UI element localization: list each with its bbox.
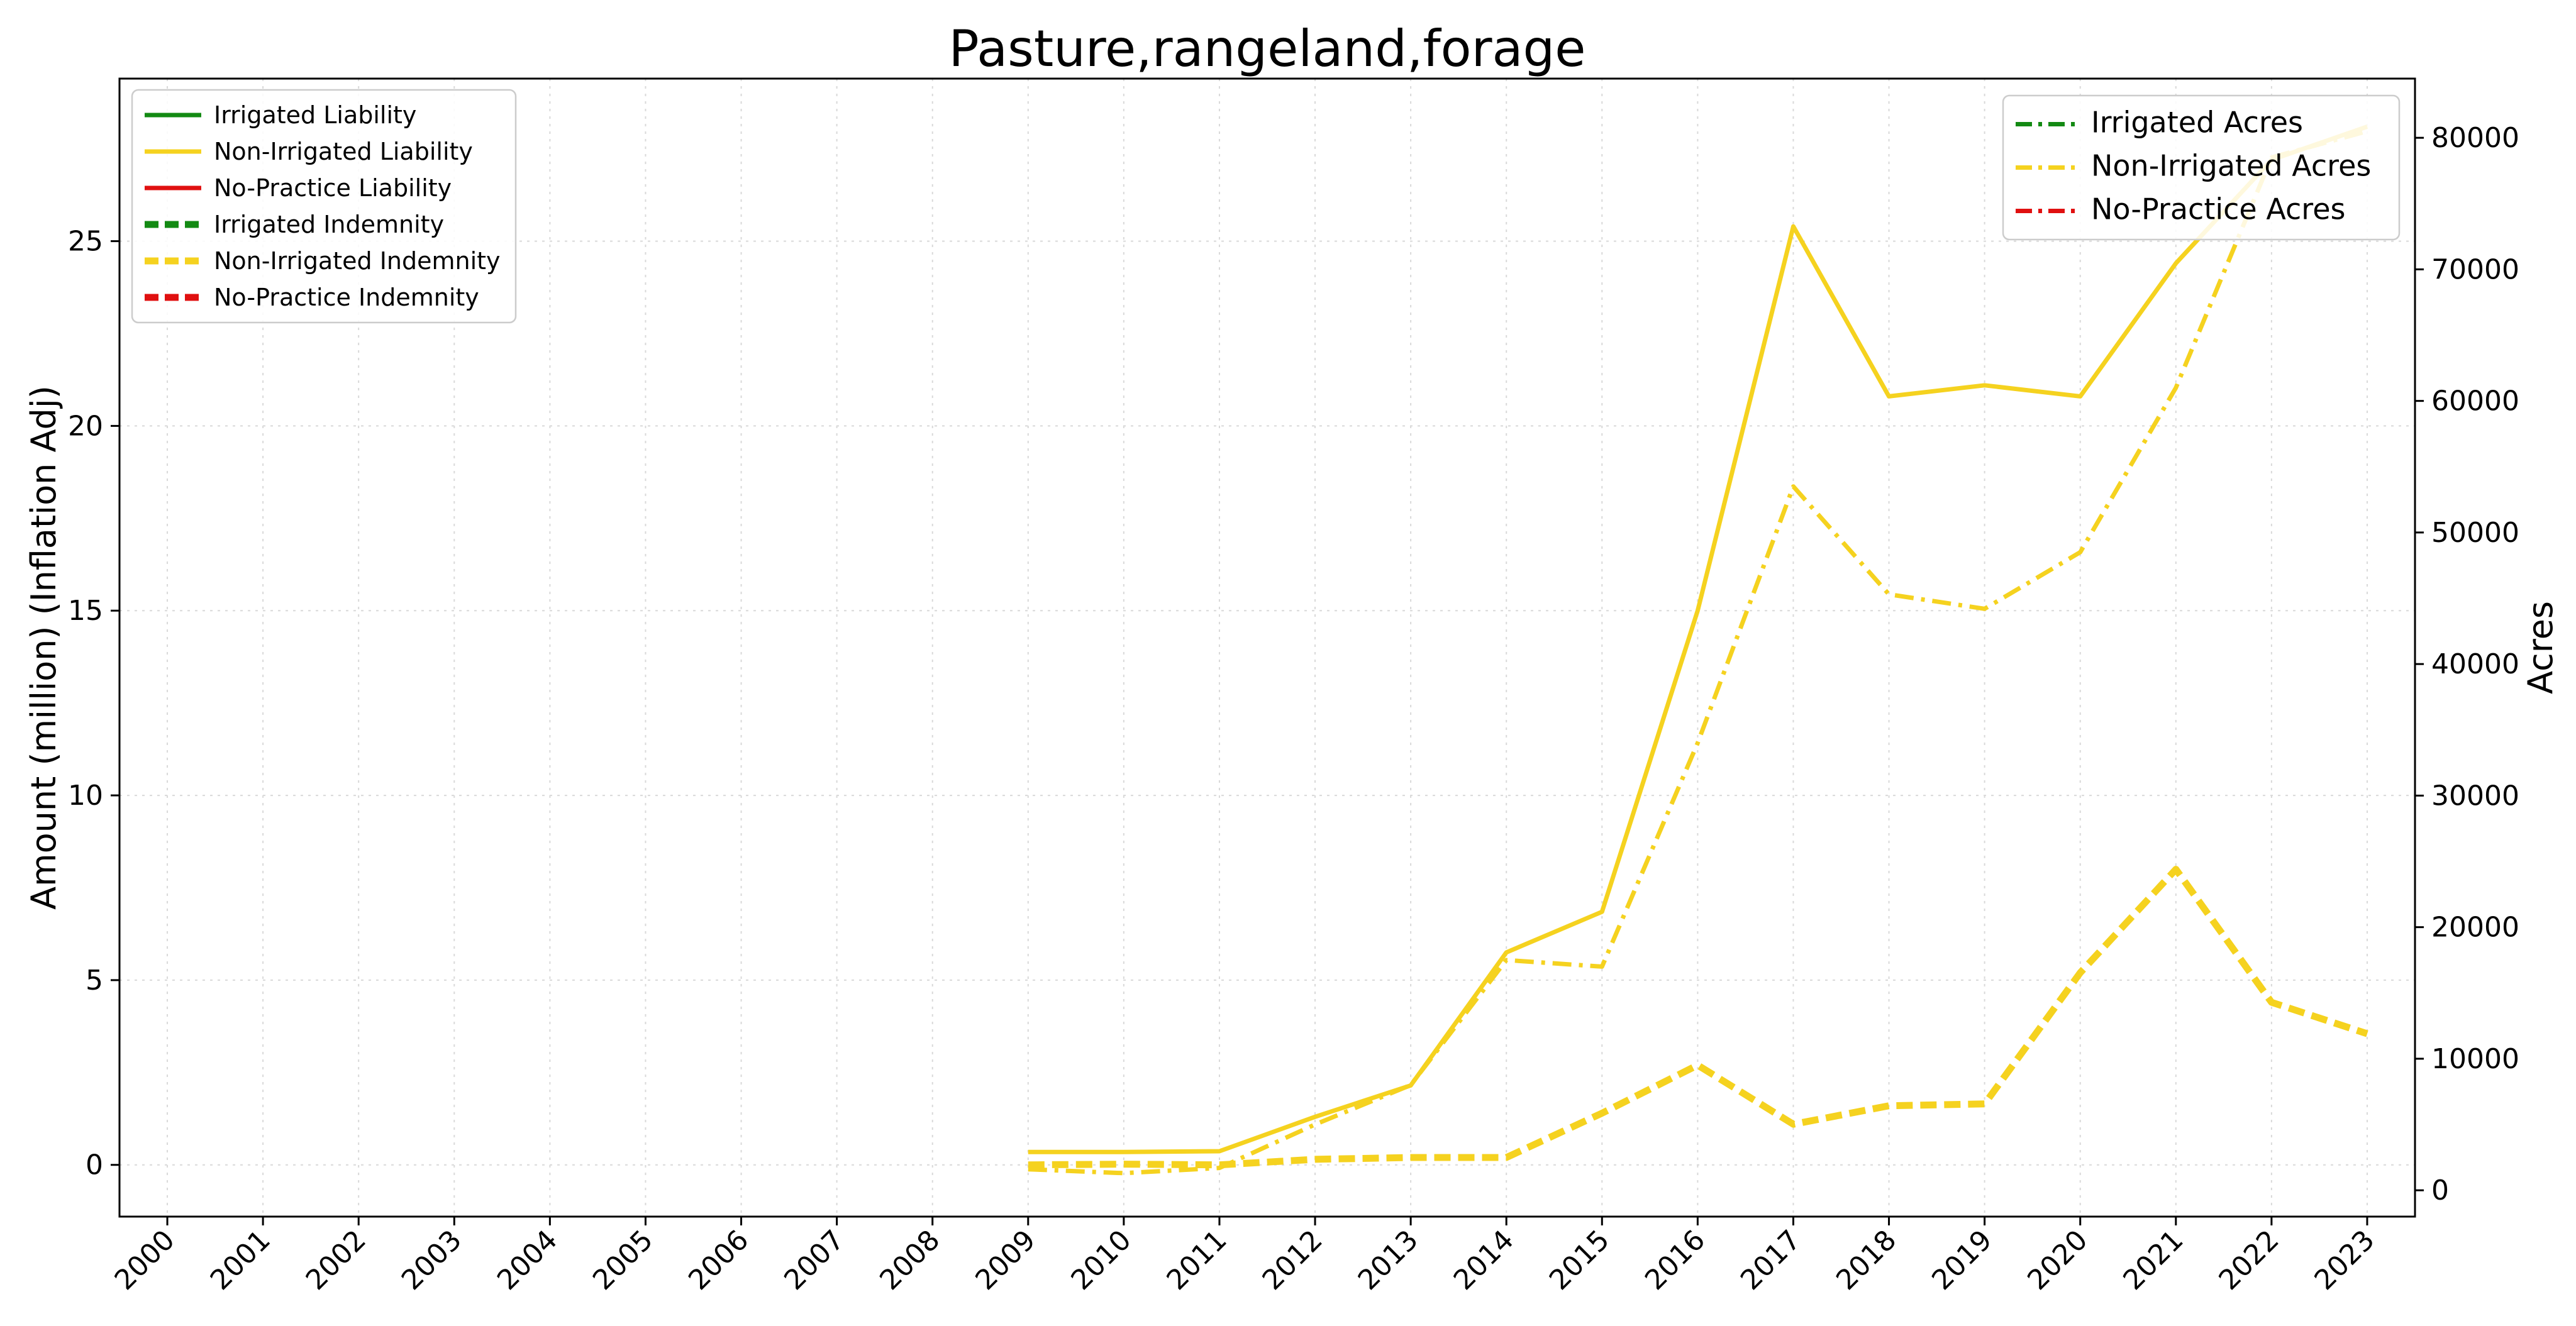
x-tick-label: 2014 bbox=[1448, 1224, 1520, 1296]
chart-title: Pasture,rangeland,forage bbox=[948, 19, 1585, 78]
series-non-irrigated-indemnity bbox=[1028, 866, 2368, 1169]
x-tick-label: 2002 bbox=[300, 1224, 372, 1296]
x-tick-label: 2023 bbox=[2308, 1224, 2380, 1296]
legend-left: Irrigated Liability Non-Irrigated Liabili… bbox=[131, 89, 517, 324]
y-axis-label: Amount (million) (Inflation Adj) bbox=[24, 385, 64, 910]
x-tick-label: 2007 bbox=[778, 1224, 850, 1296]
series-non-irrigated-acres bbox=[1028, 129, 2368, 1176]
y2-tick-label: 80000 bbox=[2431, 122, 2519, 154]
x-tick-label: 2021 bbox=[2117, 1224, 2189, 1296]
x-tick-label: 2022 bbox=[2212, 1224, 2285, 1296]
y-tick-label: 20 bbox=[68, 410, 103, 442]
x-tick-label: 2015 bbox=[1543, 1224, 1616, 1296]
y2-axis-label: Acres bbox=[2521, 601, 2560, 694]
y-tick-label: 0 bbox=[86, 1149, 103, 1181]
y2-tick-label: 60000 bbox=[2431, 385, 2519, 417]
legend-box bbox=[131, 89, 517, 324]
x-tick-label: 2018 bbox=[1830, 1224, 1902, 1296]
y2-tick-label: 10000 bbox=[2431, 1043, 2519, 1075]
plot-frame bbox=[118, 77, 2416, 1218]
x-tick-label: 2020 bbox=[2021, 1224, 2094, 1296]
legend-box bbox=[2002, 94, 2401, 241]
legend-label: No-Practice Indemnity bbox=[214, 284, 479, 311]
y-tick-label: 25 bbox=[68, 226, 103, 258]
x-tick-label: 2013 bbox=[1352, 1224, 1424, 1296]
legend-label: Irrigated Liability bbox=[214, 101, 416, 129]
y2-tick-label: 40000 bbox=[2431, 648, 2519, 680]
y2-axis-ticks: 0 10000 20000 30000 40000 50000 60000 70000 8000… bbox=[2415, 122, 2519, 1207]
x-tick-label: 2017 bbox=[1735, 1224, 1807, 1296]
x-tick-label: 2005 bbox=[587, 1224, 659, 1296]
y2-tick-label: 70000 bbox=[2431, 253, 2519, 285]
x-tick-label: 2011 bbox=[1160, 1224, 1233, 1296]
x-tick-label: 2016 bbox=[1639, 1224, 1711, 1296]
y2-tick-label: 50000 bbox=[2431, 517, 2519, 549]
legend-label: No-Practice Acres bbox=[2091, 192, 2345, 226]
series-layer bbox=[1028, 124, 2368, 1176]
y-tick-label: 10 bbox=[68, 780, 103, 812]
x-tick-label: 2008 bbox=[874, 1224, 946, 1296]
legend-right: Irrigated Acres Non-Irrigated Acres No-Pra… bbox=[2002, 94, 2401, 241]
y-axis-ticks: 0 5 10 15 20 25 bbox=[68, 226, 119, 1181]
y2-tick-label: 20000 bbox=[2431, 912, 2519, 944]
legend-label: Non-Irrigated Liability bbox=[214, 138, 473, 165]
x-tick-label: 2012 bbox=[1257, 1224, 1329, 1296]
y2-tick-label: 0 bbox=[2431, 1174, 2449, 1207]
series-non-irrigated-liability bbox=[1028, 124, 2368, 1154]
y-tick-label: 15 bbox=[68, 595, 103, 627]
legend-label: No-Practice Liability bbox=[214, 174, 452, 202]
x-tick-label: 2000 bbox=[109, 1224, 181, 1296]
x-tick-label: 2006 bbox=[682, 1224, 755, 1296]
x-tick-label: 2019 bbox=[1926, 1224, 1998, 1296]
y2-tick-label: 30000 bbox=[2431, 780, 2519, 812]
x-tick-label: 2010 bbox=[1065, 1224, 1137, 1296]
x-tick-label: 2003 bbox=[396, 1224, 468, 1296]
legend-label: Non-Irrigated Acres bbox=[2091, 149, 2371, 183]
x-tick-label: 2001 bbox=[204, 1224, 277, 1296]
legend-label: Non-Irrigated Indemnity bbox=[214, 247, 501, 275]
x-tick-label: 2009 bbox=[969, 1224, 1041, 1296]
x-tick-label: 2004 bbox=[491, 1224, 564, 1296]
x-axis-ticks: 2000 2001 2002 2003 2004 2005 2006 2007 2008 2009… bbox=[109, 1217, 2381, 1296]
y-tick-label: 5 bbox=[86, 964, 103, 997]
legend-label: Irrigated Indemnity bbox=[214, 211, 444, 238]
legend-label: Irrigated Acres bbox=[2091, 106, 2303, 140]
